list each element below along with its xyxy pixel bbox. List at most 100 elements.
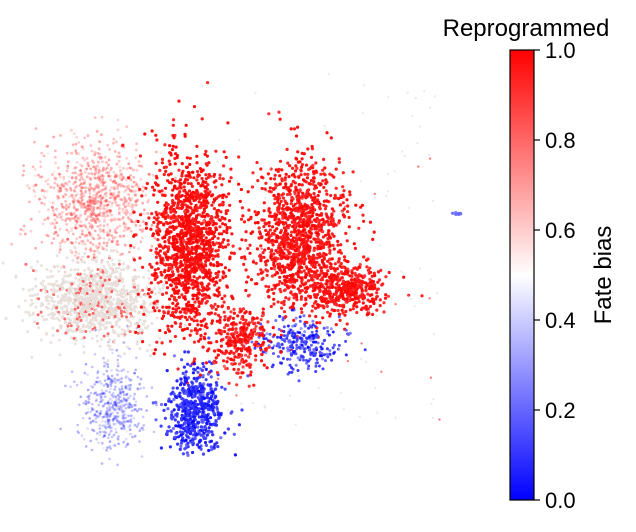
cell-point [91,196,95,200]
cell-point [179,178,183,182]
cell-point [112,141,115,145]
cell-point [111,348,114,352]
cell-point [84,402,88,406]
cell-point [212,180,216,184]
cell-point [150,290,154,294]
cell-point [175,240,179,244]
cell-point [29,229,33,233]
cell-point [192,376,196,380]
cell-point [78,184,82,188]
cell-point [278,275,282,279]
cell-point [181,268,185,272]
cell-point [106,377,110,381]
cell-point [78,202,82,205]
cell-point [105,282,109,286]
cell-point [191,371,195,375]
cell-point [212,172,217,177]
cell-point [120,314,124,318]
cell-point [65,188,69,192]
cell-point [114,395,118,399]
cell-point [200,299,204,303]
cell-point [129,229,133,233]
cell-point [85,167,89,171]
cell-point [86,208,90,212]
cell-point [113,185,116,189]
cell-point [77,141,81,144]
cell-point [85,175,89,179]
cell-point [171,209,176,213]
cell-point [194,327,198,331]
cell-point [215,264,219,268]
cell-point [120,210,124,214]
cell-point [133,403,136,407]
cell-point [126,184,130,188]
cell-point [186,362,190,366]
cell-point [37,173,40,177]
cell-point [111,403,115,407]
cell-point [118,420,121,424]
cell-point [158,287,162,291]
cell-point [30,287,34,291]
cell-point [178,325,182,329]
cell-point [106,409,109,413]
cell-point [181,263,185,267]
cell-point [113,150,117,153]
cell-point [91,216,95,220]
cell-point [142,275,145,279]
cell-point [216,273,220,277]
cell-point [89,186,93,190]
cell-point [36,313,40,317]
cell-point [94,214,98,218]
cell-point [116,226,119,230]
cell-point [92,199,96,202]
cell-point [86,204,90,208]
cell-point [87,210,90,214]
cell-point [139,240,143,244]
cell-point [65,228,69,232]
cell-point [110,435,114,439]
cell-point [102,384,106,387]
cell-point [88,208,92,212]
cell-point [217,416,221,421]
cell-point [138,256,142,260]
cell-point [186,209,190,213]
cell-point [102,166,105,170]
cell-point [108,445,111,448]
cell-point [96,376,99,380]
cell-point [89,289,93,293]
cell-point [125,297,129,301]
cell-point [113,217,116,221]
cell-point [75,313,79,317]
cell-point [310,203,314,207]
cell-point [179,377,183,381]
cell-point [87,204,91,208]
cell-point [203,214,207,218]
cell-point [184,438,188,443]
cell-point [149,227,153,231]
cell-point [203,263,207,267]
cell-point [183,323,187,327]
cell-point [99,276,103,280]
cell-point [151,252,155,256]
cell-point [103,278,107,282]
cell-point [207,172,211,177]
cell-point [163,244,167,248]
cell-point [88,295,92,299]
cell-point [80,189,83,193]
cell-point [184,123,188,127]
cell-point [21,287,25,291]
cell-point [319,182,323,186]
cell-point [116,463,119,467]
cell-point [196,206,200,210]
cell-point [136,409,139,413]
cell-point [197,300,201,304]
cell-point [55,279,59,283]
cell-point [77,196,81,200]
cell-point [128,166,132,170]
cell-point [154,133,158,137]
cell-point [103,204,106,208]
cell-point [81,203,85,207]
cell-point [126,266,130,270]
cell-point [113,175,117,179]
cell-point [93,220,97,223]
